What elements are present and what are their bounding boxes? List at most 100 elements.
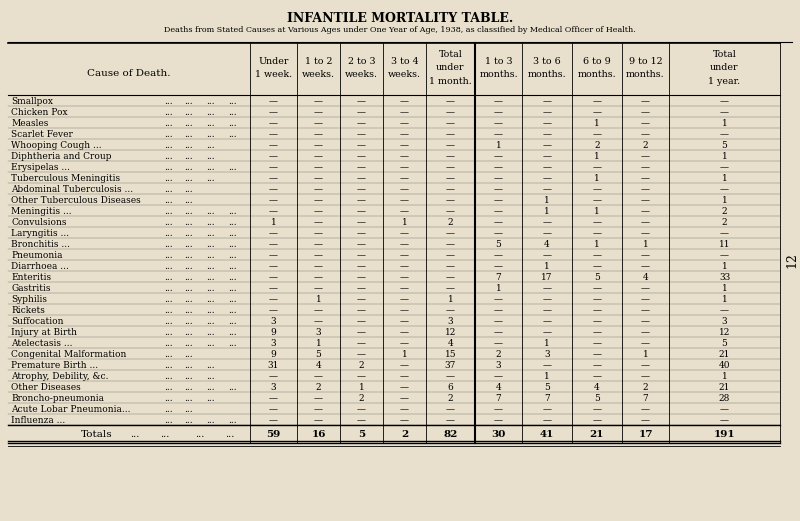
Text: 15: 15 — [445, 350, 456, 359]
Text: 3: 3 — [270, 317, 276, 326]
Text: Cause of Death.: Cause of Death. — [87, 69, 170, 78]
Text: ...: ... — [184, 328, 192, 337]
Text: Gastritis: Gastritis — [11, 284, 50, 293]
Text: —: — — [641, 262, 650, 271]
Text: 1: 1 — [496, 141, 502, 150]
Text: —: — — [446, 251, 455, 260]
Text: ...: ... — [206, 251, 214, 260]
Text: —: — — [641, 207, 650, 216]
Text: —: — — [269, 405, 278, 414]
Text: 3: 3 — [448, 317, 454, 326]
Text: ...: ... — [184, 229, 192, 238]
Text: ...: ... — [228, 229, 236, 238]
Text: Pneumonia: Pneumonia — [11, 251, 62, 260]
Text: —: — — [542, 141, 551, 150]
Text: Under: Under — [258, 57, 289, 66]
Text: Tuberculous Meningitis: Tuberculous Meningitis — [11, 174, 120, 183]
Text: —: — — [314, 163, 323, 172]
Text: —: — — [400, 174, 409, 183]
Text: 9: 9 — [270, 328, 276, 337]
Text: —: — — [446, 405, 455, 414]
Text: —: — — [641, 229, 650, 238]
Text: —: — — [357, 317, 366, 326]
Text: 9: 9 — [270, 350, 276, 359]
Text: 30: 30 — [491, 430, 506, 439]
Text: —: — — [400, 339, 409, 348]
Text: 5: 5 — [722, 141, 727, 150]
Text: 41: 41 — [540, 430, 554, 439]
Text: —: — — [641, 284, 650, 293]
Text: —: — — [720, 130, 729, 139]
Text: —: — — [446, 229, 455, 238]
Text: —: — — [314, 416, 323, 425]
Text: —: — — [357, 339, 366, 348]
Text: —: — — [357, 152, 366, 161]
Text: —: — — [542, 295, 551, 304]
Text: ...: ... — [228, 130, 236, 139]
Text: —: — — [357, 328, 366, 337]
Text: ...: ... — [164, 416, 172, 425]
Text: —: — — [357, 273, 366, 282]
Text: 21: 21 — [719, 350, 730, 359]
Text: 2: 2 — [448, 394, 454, 403]
Text: —: — — [357, 163, 366, 172]
Text: ...: ... — [164, 350, 172, 359]
Text: ...: ... — [195, 430, 205, 439]
Text: —: — — [269, 295, 278, 304]
Text: —: — — [494, 295, 503, 304]
Text: —: — — [593, 185, 602, 194]
Text: —: — — [593, 361, 602, 370]
Text: 1: 1 — [544, 339, 550, 348]
Text: ...: ... — [184, 141, 192, 150]
Text: —: — — [446, 119, 455, 128]
Text: ...: ... — [164, 295, 172, 304]
Text: 6 to 9: 6 to 9 — [583, 57, 611, 66]
Text: 5: 5 — [315, 350, 322, 359]
Text: —: — — [400, 229, 409, 238]
Text: —: — — [357, 130, 366, 139]
Text: —: — — [357, 295, 366, 304]
Text: ...: ... — [164, 328, 172, 337]
Text: ...: ... — [164, 262, 172, 271]
Text: Total: Total — [713, 50, 737, 59]
Text: —: — — [641, 152, 650, 161]
Text: —: — — [720, 97, 729, 106]
Text: 1: 1 — [544, 372, 550, 381]
Text: 1: 1 — [594, 240, 600, 249]
Text: —: — — [494, 339, 503, 348]
Text: —: — — [357, 108, 366, 117]
Text: —: — — [542, 405, 551, 414]
Text: weeks.: weeks. — [302, 70, 335, 79]
Text: 82: 82 — [443, 430, 458, 439]
Text: —: — — [446, 306, 455, 315]
Text: ...: ... — [164, 141, 172, 150]
Text: —: — — [357, 405, 366, 414]
Text: 2: 2 — [358, 394, 364, 403]
Text: —: — — [357, 262, 366, 271]
Text: —: — — [314, 273, 323, 282]
Text: —: — — [446, 97, 455, 106]
Text: 7: 7 — [642, 394, 648, 403]
Text: —: — — [494, 207, 503, 216]
Text: ...: ... — [164, 163, 172, 172]
Text: ...: ... — [206, 174, 214, 183]
Text: ...: ... — [206, 97, 214, 106]
Text: ...: ... — [228, 339, 236, 348]
Text: —: — — [542, 317, 551, 326]
Text: Erysipelas ...: Erysipelas ... — [11, 163, 70, 172]
Text: —: — — [357, 251, 366, 260]
Text: ...: ... — [164, 130, 172, 139]
Text: —: — — [593, 328, 602, 337]
Text: —: — — [542, 284, 551, 293]
Text: ...: ... — [164, 317, 172, 326]
Text: —: — — [494, 119, 503, 128]
Text: —: — — [542, 251, 551, 260]
Text: ...: ... — [164, 207, 172, 216]
Text: ...: ... — [164, 229, 172, 238]
Text: ...: ... — [164, 185, 172, 194]
Text: —: — — [314, 207, 323, 216]
Text: 191: 191 — [714, 430, 735, 439]
Text: 3: 3 — [722, 317, 727, 326]
Text: —: — — [314, 97, 323, 106]
Text: ...: ... — [206, 284, 214, 293]
